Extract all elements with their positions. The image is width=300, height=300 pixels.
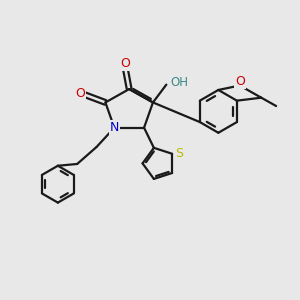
Text: O: O: [236, 75, 245, 88]
Text: N: N: [110, 121, 119, 134]
Text: O: O: [75, 87, 85, 100]
Text: OH: OH: [170, 76, 188, 89]
Text: O: O: [120, 57, 130, 70]
Text: S: S: [175, 147, 183, 160]
